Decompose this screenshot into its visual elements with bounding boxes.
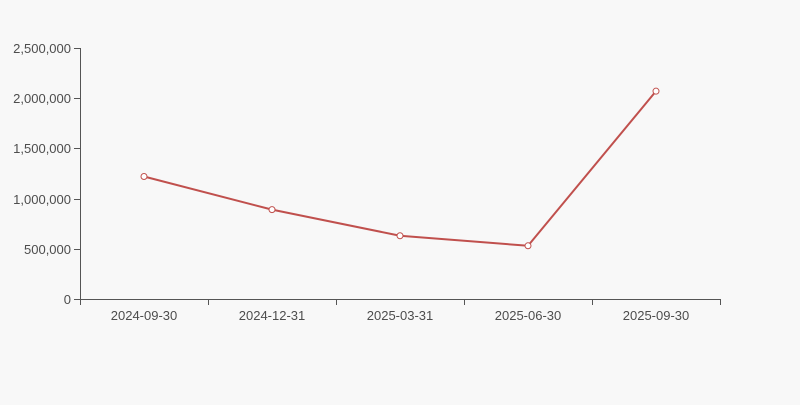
y-axis-label: 1,500,000: [13, 141, 71, 156]
y-axis-label: 500,000: [24, 242, 71, 257]
y-axis-label: 2,000,000: [13, 91, 71, 106]
data-point-marker[interactable]: [140, 173, 148, 181]
data-point-marker[interactable]: [396, 232, 404, 240]
y-axis-label: 2,500,000: [13, 41, 71, 56]
data-point-marker[interactable]: [652, 87, 660, 95]
x-axis-label: 2025-06-30: [495, 308, 562, 323]
y-axis-label: 0: [64, 292, 71, 307]
data-point-marker[interactable]: [268, 206, 276, 214]
data-point-marker[interactable]: [524, 242, 532, 250]
x-axis-label: 2025-09-30: [623, 308, 690, 323]
x-axis-label: 2024-09-30: [111, 308, 178, 323]
x-axis-label: 2025-03-31: [367, 308, 434, 323]
y-axis-label: 1,000,000: [13, 192, 71, 207]
x-axis-label: 2024-12-31: [239, 308, 306, 323]
